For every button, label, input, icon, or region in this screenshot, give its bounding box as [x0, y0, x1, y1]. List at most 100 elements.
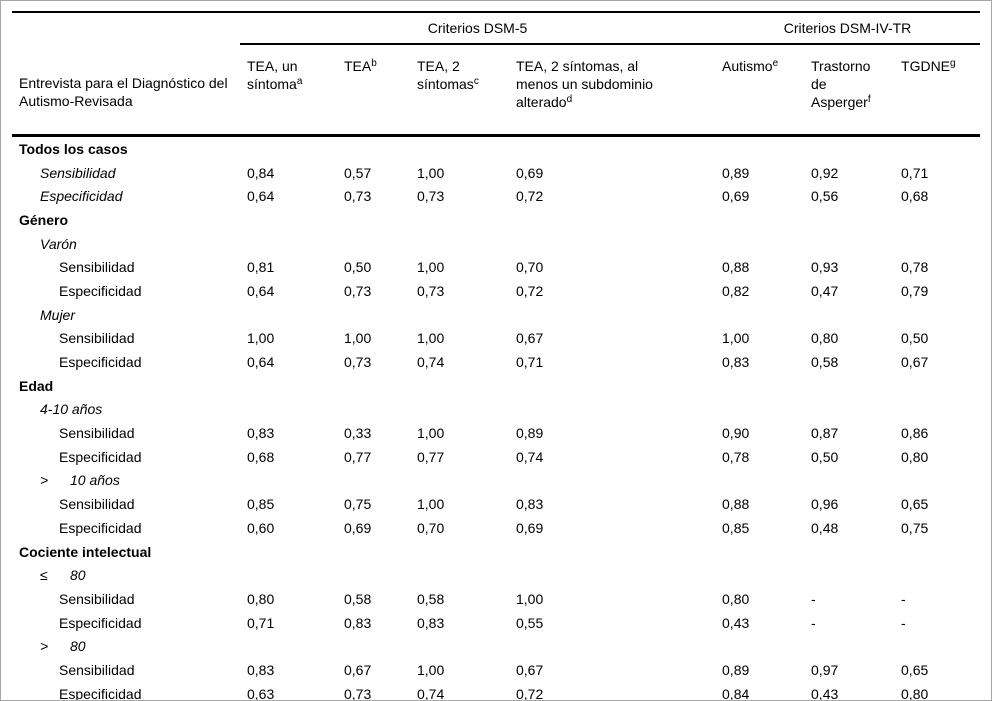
value-cell: 0,72 — [516, 188, 544, 205]
value-cell: 0,83 — [417, 614, 445, 631]
value-cell — [410, 208, 509, 232]
column-header-label: Trastorno de Aspergerf — [811, 57, 881, 111]
value-cell: 0,50 — [344, 259, 372, 276]
column-header-text: TEA, un síntoma — [247, 58, 298, 92]
value-cell — [509, 563, 715, 587]
row-label: Mujer — [12, 303, 240, 327]
footnote-marker: f — [867, 94, 871, 105]
value-cell: 0,64 — [247, 282, 275, 299]
footnote-marker: d — [566, 94, 573, 105]
value-cell: 0,87 — [811, 425, 839, 442]
value-cell: 0,80 — [722, 590, 750, 607]
value-cell — [894, 563, 980, 587]
value-cell: 0,82 — [722, 282, 750, 299]
row-label: Todos los casos — [12, 136, 240, 161]
value-cell: 0,80 — [901, 448, 929, 465]
table-row: Género — [12, 208, 980, 232]
row-label-text: 4-10 años — [40, 401, 103, 418]
value-cell: 0,65 — [901, 496, 929, 513]
value-cell: 0,83 — [344, 614, 372, 631]
value-cell — [240, 563, 337, 587]
column-header-text: TGDNE — [901, 58, 951, 74]
value-cell: 0,43 — [722, 614, 750, 631]
column-header-label: Autismoe — [722, 57, 778, 75]
column-header-text: TEA — [344, 58, 372, 74]
value-cell: 0,56 — [811, 188, 839, 205]
value-cell — [337, 563, 410, 587]
row-label: Sensibilidad — [12, 587, 240, 611]
value-cell: 1,00 — [417, 425, 445, 442]
value-cell: - — [811, 614, 816, 631]
value-cell: 0,67 — [516, 330, 544, 347]
value-cell — [804, 634, 894, 658]
value-cell: 1,00 — [516, 590, 544, 607]
comparison-symbol: ≤ — [40, 567, 48, 584]
value-cell — [410, 136, 509, 161]
row-label: Especificidad — [12, 184, 240, 208]
row-label: Género — [12, 208, 240, 232]
table-row: ≤80 — [12, 563, 980, 587]
value-cell — [240, 208, 337, 232]
row-label-text: Especificidad — [59, 354, 142, 371]
row-label-text: 80 — [70, 638, 86, 655]
row-label: Especificidad — [12, 682, 240, 700]
value-cell — [894, 232, 980, 256]
value-cell: 0,83 — [247, 425, 275, 442]
value-cell: 1,00 — [417, 496, 445, 513]
value-cell — [804, 136, 894, 161]
value-cell: 0,60 — [247, 519, 275, 536]
value-cell: 0,84 — [247, 164, 275, 181]
footnote-marker: b — [371, 58, 377, 69]
table-row: Sensibilidad 0,84 0,57 1,00 0,69 0,89 0,92 0,71 — [12, 161, 980, 185]
value-cell: 0,69 — [344, 519, 372, 536]
row-label-text: 80 — [70, 567, 86, 584]
value-cell: 0,57 — [344, 164, 372, 181]
value-cell: 0,72 — [516, 282, 544, 299]
value-cell: 0,93 — [811, 259, 839, 276]
table-row: Edad — [12, 374, 980, 398]
value-cell — [894, 540, 980, 564]
row-label: Cociente intelectual — [12, 540, 240, 564]
table-row: Varón — [12, 232, 980, 256]
table-body: Todos los casos Sensibilidad 0,84 0,57 1,00 0… — [12, 136, 980, 701]
value-cell: 0,73 — [344, 685, 372, 701]
value-cell: 0,73 — [417, 282, 445, 299]
value-cell: 1,00 — [247, 330, 275, 347]
value-cell: 0,84 — [722, 685, 750, 701]
value-cell — [894, 398, 980, 422]
value-cell — [240, 303, 337, 327]
value-cell: 0,58 — [417, 590, 445, 607]
value-cell — [509, 232, 715, 256]
value-cell — [240, 136, 337, 161]
row-label-text: Género — [19, 211, 69, 228]
row-label-text: Edad — [19, 377, 54, 394]
value-cell — [715, 563, 804, 587]
value-cell — [894, 634, 980, 658]
value-cell: 0,73 — [344, 188, 372, 205]
table-row: Especificidad 0,64 0,73 0,73 0,72 0,82 0,47 0,7… — [12, 279, 980, 303]
value-cell — [337, 136, 410, 161]
table-row: Especificidad 0,64 0,73 0,74 0,71 0,83 0,58 0,6… — [12, 350, 980, 374]
value-cell: 0,43 — [811, 685, 839, 701]
row-label-text: Sensibilidad — [59, 259, 135, 276]
row-label: Especificidad — [12, 350, 240, 374]
value-cell — [410, 398, 509, 422]
value-cell — [894, 469, 980, 493]
value-cell — [715, 303, 804, 327]
value-cell: - — [901, 614, 906, 631]
value-cell: 1,00 — [417, 259, 445, 276]
row-label-text: Todos los casos — [19, 140, 128, 157]
value-cell: 0,68 — [247, 448, 275, 465]
value-cell: 0,75 — [901, 519, 929, 536]
value-cell — [509, 208, 715, 232]
value-cell: 0,88 — [722, 496, 750, 513]
value-cell — [337, 540, 410, 564]
row-label-text: 10 años — [70, 472, 120, 489]
value-cell — [410, 374, 509, 398]
row-label-text: Sensibilidad — [59, 496, 135, 513]
value-cell — [715, 634, 804, 658]
table-row: Sensibilidad 0,81 0,50 1,00 0,70 0,88 0,93 0,78 — [12, 255, 980, 279]
row-label-text: Sensibilidad — [40, 164, 116, 181]
value-cell: 0,77 — [344, 448, 372, 465]
value-cell — [715, 374, 804, 398]
